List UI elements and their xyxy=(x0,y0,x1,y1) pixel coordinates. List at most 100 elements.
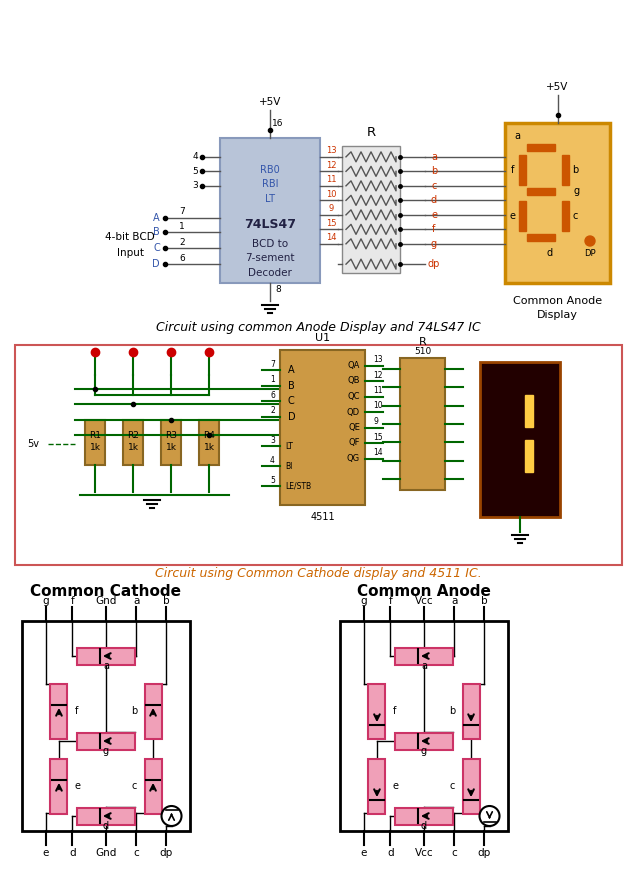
Circle shape xyxy=(480,806,499,826)
Text: 5: 5 xyxy=(270,476,275,485)
Text: d: d xyxy=(387,848,394,858)
Bar xyxy=(527,144,555,151)
Text: B: B xyxy=(288,381,295,390)
Text: dp: dp xyxy=(160,848,173,858)
Bar xyxy=(145,684,162,739)
Text: Common Cathode: Common Cathode xyxy=(31,583,182,599)
Text: 4: 4 xyxy=(270,456,275,464)
Text: Common Anode: Common Anode xyxy=(357,583,491,599)
Text: 10: 10 xyxy=(326,189,336,199)
Text: 1: 1 xyxy=(179,222,185,230)
Text: c: c xyxy=(132,781,137,791)
Text: +5V: +5V xyxy=(547,82,569,92)
Text: Input: Input xyxy=(117,248,143,258)
Text: b: b xyxy=(481,596,488,606)
Text: C: C xyxy=(288,396,295,406)
Bar xyxy=(50,759,68,814)
Text: d: d xyxy=(103,821,109,831)
Bar xyxy=(85,420,105,465)
Text: e: e xyxy=(75,781,81,791)
Bar xyxy=(22,621,190,831)
Text: 4511: 4511 xyxy=(310,512,335,522)
Bar xyxy=(280,350,365,505)
Bar xyxy=(480,362,560,517)
Text: f: f xyxy=(433,224,436,234)
Text: 4: 4 xyxy=(192,153,198,162)
Text: a: a xyxy=(133,596,140,606)
Text: 2: 2 xyxy=(270,406,275,416)
Text: c: c xyxy=(452,848,457,858)
Text: 12: 12 xyxy=(373,370,382,380)
Text: g: g xyxy=(574,186,580,196)
Text: U1: U1 xyxy=(315,333,330,343)
Bar xyxy=(527,234,555,241)
Bar xyxy=(395,808,453,824)
Bar xyxy=(199,420,219,465)
Text: e: e xyxy=(510,211,516,221)
Text: 1k: 1k xyxy=(90,443,101,452)
Text: 13: 13 xyxy=(326,147,336,155)
Text: QG: QG xyxy=(347,454,360,463)
Bar xyxy=(519,201,526,231)
Text: b: b xyxy=(163,596,170,606)
Text: QC: QC xyxy=(348,392,360,401)
Text: f: f xyxy=(393,706,396,716)
Text: LT: LT xyxy=(265,194,275,204)
Text: 9: 9 xyxy=(373,417,378,426)
Bar xyxy=(519,155,526,185)
Text: d: d xyxy=(69,848,76,858)
Bar xyxy=(525,395,533,427)
Text: 7: 7 xyxy=(270,360,275,368)
Text: d: d xyxy=(431,196,437,205)
Text: R4: R4 xyxy=(203,431,215,441)
Text: 1k: 1k xyxy=(166,443,176,452)
Text: Vcc: Vcc xyxy=(415,596,433,606)
Circle shape xyxy=(585,236,595,246)
Text: 1k: 1k xyxy=(127,443,138,452)
Text: c: c xyxy=(572,211,578,221)
Text: f: f xyxy=(389,596,392,606)
Text: 510: 510 xyxy=(414,347,431,356)
Text: 7: 7 xyxy=(179,207,185,217)
Text: C: C xyxy=(154,244,160,253)
Text: Gnd: Gnd xyxy=(96,848,117,858)
Text: DP: DP xyxy=(584,249,596,258)
Text: f: f xyxy=(512,165,515,175)
Text: 8: 8 xyxy=(275,285,281,293)
Text: QF: QF xyxy=(348,438,360,448)
Text: 6: 6 xyxy=(270,390,275,400)
Text: QE: QE xyxy=(348,423,360,432)
Bar xyxy=(525,440,533,472)
Text: a: a xyxy=(514,131,520,141)
Bar xyxy=(77,808,135,824)
Text: 5v: 5v xyxy=(27,439,39,449)
Text: b: b xyxy=(449,706,455,716)
Text: Decoder: Decoder xyxy=(248,268,292,278)
Bar xyxy=(462,759,480,814)
Bar xyxy=(77,732,135,750)
Text: d: d xyxy=(421,821,427,831)
Text: LE/STB: LE/STB xyxy=(285,482,311,491)
Text: dp: dp xyxy=(478,848,491,858)
Bar xyxy=(77,648,135,664)
Bar xyxy=(145,759,162,814)
Text: BI: BI xyxy=(285,462,292,471)
Text: g: g xyxy=(431,239,437,249)
Text: 10: 10 xyxy=(373,402,383,410)
Text: g: g xyxy=(103,746,109,756)
Bar xyxy=(505,123,610,283)
Text: R2: R2 xyxy=(127,431,139,441)
Text: A: A xyxy=(154,213,160,223)
Text: BCD to: BCD to xyxy=(252,239,288,249)
Text: 4-bit BCD: 4-bit BCD xyxy=(105,231,155,242)
Text: c: c xyxy=(133,848,139,858)
Bar xyxy=(50,684,68,739)
Text: c: c xyxy=(450,781,455,791)
Text: a: a xyxy=(431,152,437,162)
Text: 7-sement: 7-sement xyxy=(245,253,295,264)
Text: Circuit using common Anode Display and 74LS47 IC: Circuit using common Anode Display and 7… xyxy=(156,321,481,334)
Text: 14: 14 xyxy=(326,233,336,243)
Text: d: d xyxy=(547,248,553,258)
Text: 1k: 1k xyxy=(203,443,215,452)
Text: g: g xyxy=(421,746,427,756)
